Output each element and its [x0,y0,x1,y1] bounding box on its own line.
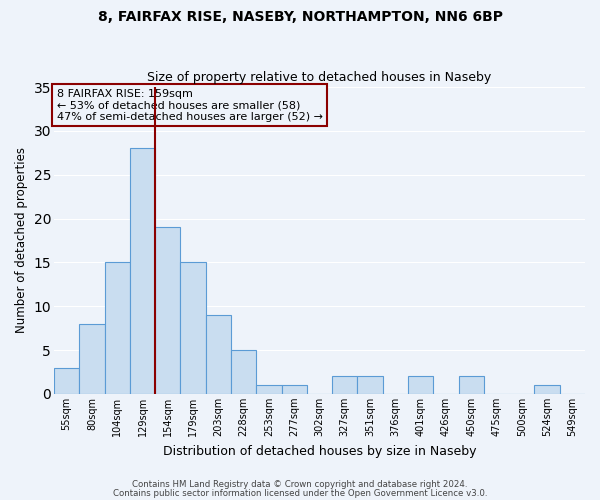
Y-axis label: Number of detached properties: Number of detached properties [15,148,28,334]
Bar [458,376,484,394]
Bar [281,385,307,394]
Text: Contains public sector information licensed under the Open Government Licence v3: Contains public sector information licen… [113,489,487,498]
Bar [206,315,231,394]
Text: 8 FAIRFAX RISE: 159sqm
← 53% of detached houses are smaller (58)
47% of semi-det: 8 FAIRFAX RISE: 159sqm ← 53% of detached… [56,88,323,122]
X-axis label: Distribution of detached houses by size in Naseby: Distribution of detached houses by size … [163,444,476,458]
Bar [104,262,130,394]
Bar [535,385,560,394]
Bar [332,376,358,394]
Bar [155,228,181,394]
Bar [231,350,256,394]
Text: Contains HM Land Registry data © Crown copyright and database right 2024.: Contains HM Land Registry data © Crown c… [132,480,468,489]
Bar [181,262,206,394]
Bar [256,385,281,394]
Bar [130,148,155,394]
Title: Size of property relative to detached houses in Naseby: Size of property relative to detached ho… [148,72,491,85]
Bar [408,376,433,394]
Bar [54,368,79,394]
Bar [79,324,104,394]
Text: 8, FAIRFAX RISE, NASEBY, NORTHAMPTON, NN6 6BP: 8, FAIRFAX RISE, NASEBY, NORTHAMPTON, NN… [97,10,503,24]
Bar [358,376,383,394]
